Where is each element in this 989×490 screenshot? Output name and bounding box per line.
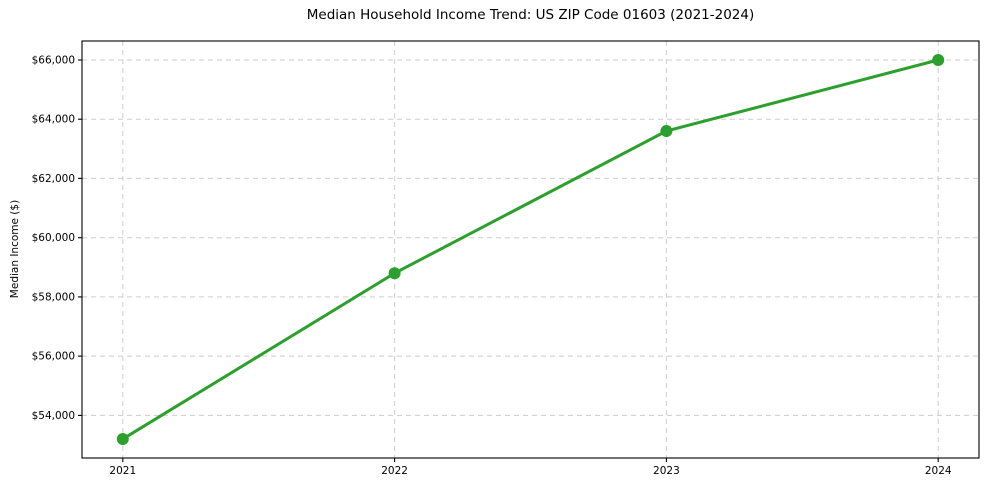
y-tick-label: $56,000 <box>32 351 75 363</box>
x-tick-label: 2022 <box>381 465 408 477</box>
y-tick-label: $62,000 <box>32 173 75 185</box>
x-tick-label: 2024 <box>925 465 952 477</box>
y-tick-label: $58,000 <box>32 291 75 303</box>
y-tick-label: $54,000 <box>32 410 75 422</box>
y-tick-label: $66,000 <box>32 55 75 67</box>
y-tick-label: $64,000 <box>32 114 75 126</box>
x-tick-label: 2021 <box>109 465 136 477</box>
plot-border <box>81 40 980 459</box>
data-point <box>388 267 401 280</box>
data-point <box>660 125 673 137</box>
y-tick-label: $60,000 <box>32 232 75 244</box>
chart-title: Median Household Income Trend: US ZIP Co… <box>306 7 755 23</box>
data-point <box>116 433 129 445</box>
trend-line <box>121 58 940 441</box>
x-tick-label: 2023 <box>653 465 680 477</box>
data-point <box>932 54 945 66</box>
